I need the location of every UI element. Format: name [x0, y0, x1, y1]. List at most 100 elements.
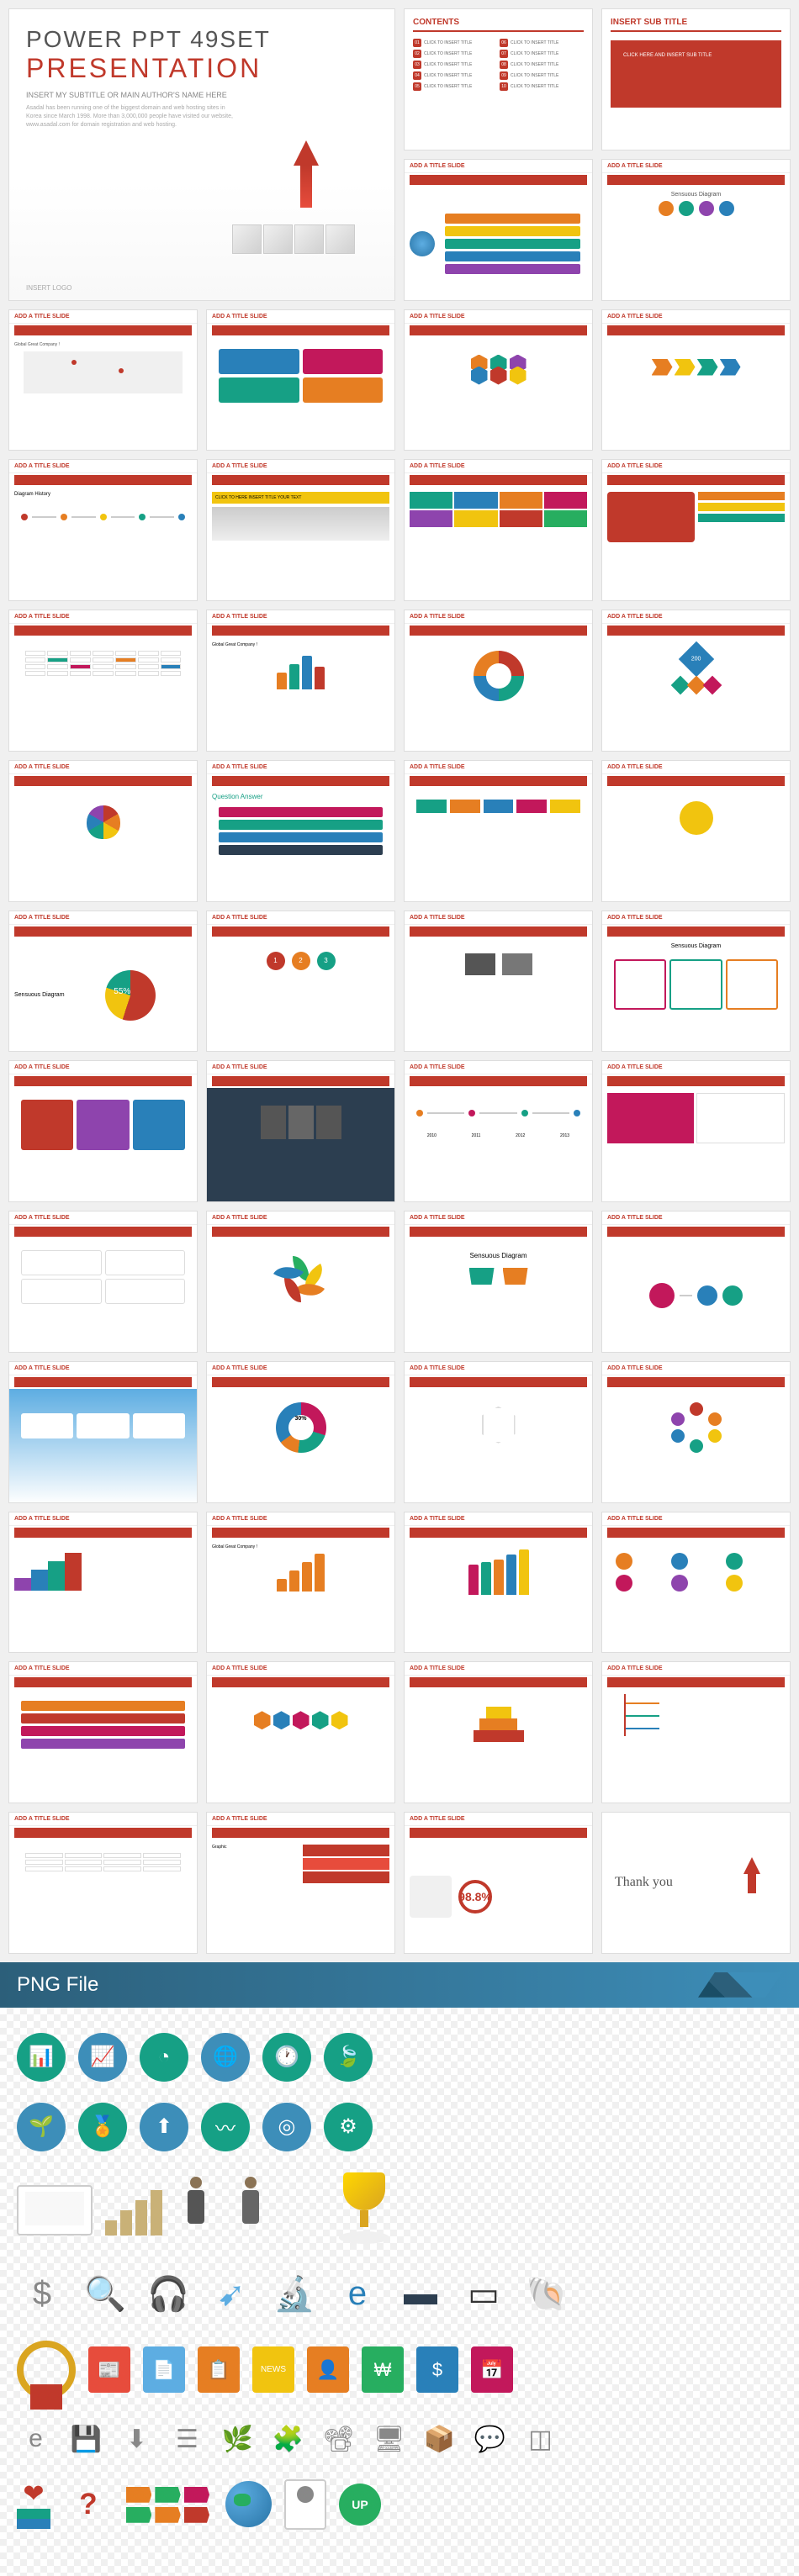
slide-chevron-arrows: ADD A TITLE SLIDE — [601, 309, 791, 451]
slide-dialog-boxes: ADD A TITLE SLIDE — [8, 1211, 198, 1353]
news-icon: 📰 — [88, 2346, 130, 2393]
plant-gray-icon: 🌿 — [219, 2420, 257, 2458]
slide-year-timeline: ADD A TITLE SLIDE 2010 2011 2012 2013 — [404, 1060, 593, 1202]
arrow-tag-icon — [184, 2507, 209, 2523]
businessman-2-icon — [230, 2177, 272, 2244]
bottom-icons-row: ❤ ? UP — [17, 2479, 782, 2530]
layers-icon: ☰ — [168, 2420, 206, 2458]
bar-chart-icon: 📊 — [17, 2033, 66, 2082]
gold-ring-badge-icon — [17, 2341, 76, 2399]
globe-icon: 🌐 — [201, 2033, 250, 2082]
slide-award-cards: ADD A TITLE SLIDE — [8, 1361, 198, 1503]
subtitle-red-box: CLICK HERE AND INSERT SUB TITLE — [611, 40, 781, 108]
slide-vertical-bars: ADD A TITLE SLIDE — [404, 1512, 593, 1654]
slide-center-diagram: ADD A TITLE SLIDE Sensuous Diagram — [601, 159, 791, 301]
world-map-graphic — [24, 351, 183, 393]
download-icon: ⬇ — [118, 2420, 156, 2458]
gear-icon: ⚙ — [324, 2103, 373, 2151]
ie-icon: e — [332, 2269, 383, 2320]
slide-app-icons: ADD A TITLE SLIDE — [601, 1512, 791, 1654]
cover-title-1: POWER PPT 49SET — [26, 26, 378, 53]
slide-calendar: ADD A TITLE SLIDE — [8, 610, 198, 752]
earth-globe-icon — [225, 2481, 272, 2527]
slide-books: ADD A TITLE SLIDE — [601, 1060, 791, 1202]
misc-icons-row: $🔍🎧➹🔬e▬▭🐚 — [17, 2269, 782, 2320]
cube-blocks — [218, 224, 369, 275]
money-w-icon: ₩ — [362, 2346, 404, 2393]
cover-subtitle: INSERT MY SUBTITLE OR MAIN AUTHOR'S NAME… — [26, 91, 378, 99]
clipboard-icon: 📋 — [198, 2346, 240, 2393]
money-s-icon: $ — [416, 2346, 458, 2393]
contents-list: 01CLICK TO INSERT TITLE 06CLICK TO INSER… — [413, 39, 584, 91]
header-accent — [698, 1972, 782, 1998]
slide-qa-stack: ADD A TITLE SLIDE Question Answer — [206, 760, 395, 902]
donut-chart — [474, 651, 524, 701]
dollar-icon: $ — [17, 2269, 67, 2320]
slide-leaf-diagram: ADD A TITLE SLIDE — [206, 1211, 395, 1353]
puzzle-icon: 🧩 — [269, 2420, 307, 2458]
chat-icon: 💬 — [471, 2420, 509, 2458]
globe-icon — [410, 231, 435, 256]
city-skyline-graphic — [212, 507, 389, 541]
presentation-icon: 📽 — [320, 2420, 357, 2458]
monitor-icon: 🖥 — [370, 2420, 408, 2458]
flat-icons-row: 📰📄📋NEWS👤₩$📅 — [17, 2341, 782, 2399]
blackboard-icon: ▭ — [458, 2269, 509, 2320]
page-container: POWER PPT 49SET PRESENTATION INSERT MY S… — [0, 0, 799, 2576]
subtitle-header: INSERT SUB TITLE — [611, 18, 781, 32]
slide-percent-table: ADD A TITLE SLIDE — [8, 1812, 198, 1954]
person-icon: 👤 — [307, 2346, 349, 2393]
png-icon-grid: 📊📈◔🌐🕐🍃 🌱🏅⬆〰◎⚙ — [0, 2008, 799, 2576]
logo-placeholder: INSERT LOGO — [26, 284, 71, 292]
slide-banner-boxes: ADD A TITLE SLIDE Sensuous Diagram — [601, 911, 791, 1053]
slide-red-3d-stack: ADD A TITLE SLIDE Graphic — [206, 1812, 395, 1954]
slide-hexagons: ADD A TITLE SLIDE — [404, 309, 593, 451]
slide-red-card: ADD A TITLE SLIDE — [601, 459, 791, 601]
png-header: PNG File — [0, 1962, 799, 2008]
cube-graphic — [261, 1106, 286, 1139]
up-badge-icon: UP — [339, 2484, 381, 2526]
slide-hexagon-center: ADD A TITLE SLIDE — [404, 1361, 593, 1503]
search-icon: 🔍 — [80, 2269, 130, 2320]
target-icon: ◎ — [262, 2103, 311, 2151]
bar-chart-icon — [105, 2185, 162, 2236]
slide-connector-grid: ADD A TITLE SLIDE — [206, 309, 395, 451]
slide-diamond-200: ADD A TITLE SLIDE 200 — [601, 610, 791, 752]
contents-title: CONTENTS — [413, 18, 584, 32]
slide-globe-steps: ADD A TITLE SLIDE — [404, 159, 593, 301]
photo-placeholder — [463, 952, 497, 977]
ribbon-icon: 🏅 — [78, 2103, 127, 2151]
pyramid-chart — [474, 1707, 524, 1742]
slide-3-circles: ADD A TITLE SLIDE 1 2 3 — [206, 911, 395, 1053]
ie-gray-icon: e — [17, 2420, 55, 2458]
contents-slide: CONTENTS 01CLICK TO INSERT TITLE 06CLICK… — [404, 8, 593, 150]
slide-gauge: ADD A TITLE SLIDE 98.8% — [404, 1812, 593, 1954]
slide-stairs: ADD A TITLE SLIDE — [8, 1512, 198, 1654]
slide-hex-flow: ADD A TITLE SLIDE — [206, 1661, 395, 1803]
headphones-icon: 🎧 — [143, 2269, 193, 2320]
teal-icons-row-2: 🌱🏅⬆〰◎⚙ — [17, 2103, 782, 2151]
pie-chart: 55% — [105, 970, 156, 1021]
cover-graphic — [218, 157, 369, 275]
document-icon: 📄 — [143, 2346, 185, 2393]
shell-icon: 🐚 — [521, 2269, 572, 2320]
slide-history-timeline: ADD A TITLE SLIDE Diagram History — [8, 459, 198, 601]
png-section: PNG File 📊📈◔🌐🕐🍃 🌱🏅⬆〰◎⚙ — [0, 1962, 799, 2576]
box-icon: 📦 — [421, 2420, 458, 2458]
heart-stack-icon: ❤ — [17, 2479, 50, 2529]
slide-ribbon-title: ADD A TITLE SLIDE Sensuous Diagram — [404, 1211, 593, 1353]
thankyou-graphic — [727, 1857, 777, 1908]
map-graphic — [410, 1876, 452, 1918]
cover-title-2: PRESENTATION — [26, 53, 378, 84]
slide-flat-icons: ADD A TITLE SLIDE — [404, 760, 593, 902]
businessman-1-icon — [175, 2177, 217, 2244]
slide-color-grid: ADD A TITLE SLIDE — [404, 459, 593, 601]
teal-icons-row-1: 📊📈◔🌐🕐🍃 — [17, 2033, 782, 2082]
leaf-diagram — [280, 1256, 322, 1298]
thankyou-slide: Thank you — [601, 1812, 791, 1954]
slide-badge: ADD A TITLE SLIDE — [601, 760, 791, 902]
arrow-tag-icon — [155, 2487, 180, 2503]
slides-grid: POWER PPT 49SET PRESENTATION INSERT MY S… — [0, 0, 799, 1962]
news-paper-icon: NEWS — [252, 2346, 294, 2393]
save-icon: 💾 — [67, 2420, 105, 2458]
